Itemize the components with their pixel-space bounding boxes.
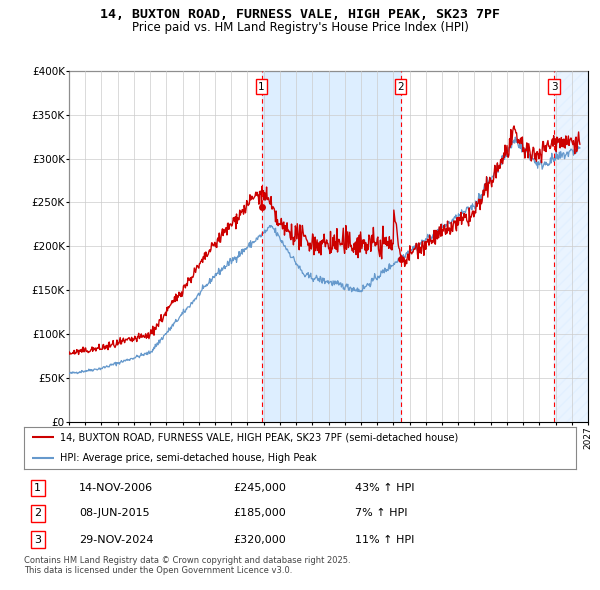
Text: 14, BUXTON ROAD, FURNESS VALE, HIGH PEAK, SK23 7PF (semi-detached house): 14, BUXTON ROAD, FURNESS VALE, HIGH PEAK… bbox=[60, 432, 458, 442]
Text: £320,000: £320,000 bbox=[234, 535, 287, 545]
Text: 2: 2 bbox=[34, 509, 41, 519]
Bar bbox=[262, 71, 401, 422]
Text: 7% ↑ HPI: 7% ↑ HPI bbox=[355, 509, 408, 519]
Text: £245,000: £245,000 bbox=[234, 483, 287, 493]
Text: 3: 3 bbox=[34, 535, 41, 545]
Text: 11% ↑ HPI: 11% ↑ HPI bbox=[355, 535, 415, 545]
Text: 29-NOV-2024: 29-NOV-2024 bbox=[79, 535, 154, 545]
Text: 08-JUN-2015: 08-JUN-2015 bbox=[79, 509, 150, 519]
Bar bbox=[554, 71, 588, 422]
Text: Contains HM Land Registry data © Crown copyright and database right 2025.
This d: Contains HM Land Registry data © Crown c… bbox=[24, 556, 350, 575]
Text: 1: 1 bbox=[258, 81, 265, 91]
Text: £185,000: £185,000 bbox=[234, 509, 287, 519]
Text: 14, BUXTON ROAD, FURNESS VALE, HIGH PEAK, SK23 7PF: 14, BUXTON ROAD, FURNESS VALE, HIGH PEAK… bbox=[100, 8, 500, 21]
Text: HPI: Average price, semi-detached house, High Peak: HPI: Average price, semi-detached house,… bbox=[60, 454, 317, 463]
Text: 2: 2 bbox=[397, 81, 404, 91]
Text: 3: 3 bbox=[551, 81, 557, 91]
Text: 43% ↑ HPI: 43% ↑ HPI bbox=[355, 483, 415, 493]
Text: Price paid vs. HM Land Registry's House Price Index (HPI): Price paid vs. HM Land Registry's House … bbox=[131, 21, 469, 34]
Text: 1: 1 bbox=[34, 483, 41, 493]
Text: 14-NOV-2006: 14-NOV-2006 bbox=[79, 483, 154, 493]
